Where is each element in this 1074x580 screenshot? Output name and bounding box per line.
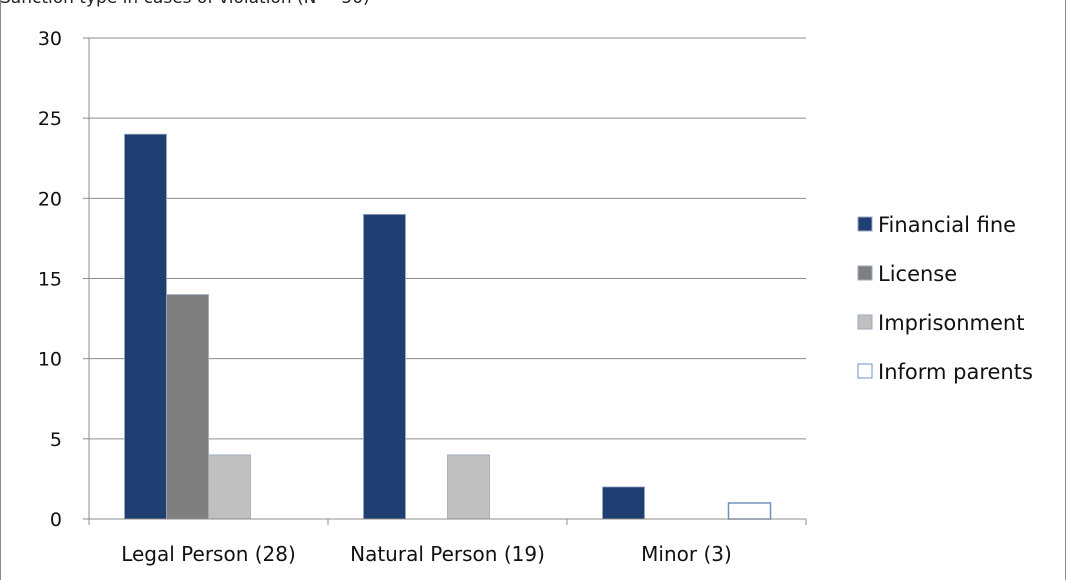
bar-imprisonment — [447, 454, 490, 520]
x-tick-label: Legal Person (28) — [121, 542, 296, 566]
legend-label: License — [878, 262, 957, 286]
axes — [83, 37, 807, 525]
legend-swatch — [857, 265, 873, 281]
y-tick-labels: 0 5 10 15 20 25 30 — [38, 28, 62, 531]
bar-financial-fine — [363, 213, 406, 520]
y-tick-label: 20 — [38, 188, 62, 210]
x-tick-labels: Legal Person (28) Natural Person (19) Mino… — [121, 542, 732, 566]
x-tick-label: Minor (3) — [641, 542, 732, 566]
y-tick-label: 10 — [38, 349, 62, 371]
legend-swatch — [857, 216, 873, 232]
legend-label: Inform parents — [878, 360, 1033, 384]
bars — [124, 133, 772, 520]
x-tick-label: Natural Person (19) — [350, 542, 545, 566]
legend-label: Imprisonment — [878, 311, 1024, 335]
legend-label: Financial fine — [878, 213, 1016, 237]
y-tick-label: 15 — [38, 269, 62, 291]
legend-swatch — [857, 363, 873, 379]
bar-inform-parents — [727, 502, 772, 520]
y-tick-label: 0 — [50, 509, 62, 531]
bar-financial-fine — [124, 133, 167, 520]
y-tick-label: 30 — [38, 28, 62, 50]
legend-swatch — [857, 314, 873, 330]
y-tick-label: 5 — [50, 429, 62, 451]
chart-title-cut-off: Sanction type in cases of violation (N =… — [0, 0, 370, 8]
y-tick-label: 25 — [38, 108, 62, 130]
bar-financial-fine — [602, 486, 645, 520]
legend: Financial fine License Imprisonment Inform … — [857, 213, 1033, 384]
bar-imprisonment — [208, 454, 251, 520]
bar-license — [166, 294, 209, 520]
